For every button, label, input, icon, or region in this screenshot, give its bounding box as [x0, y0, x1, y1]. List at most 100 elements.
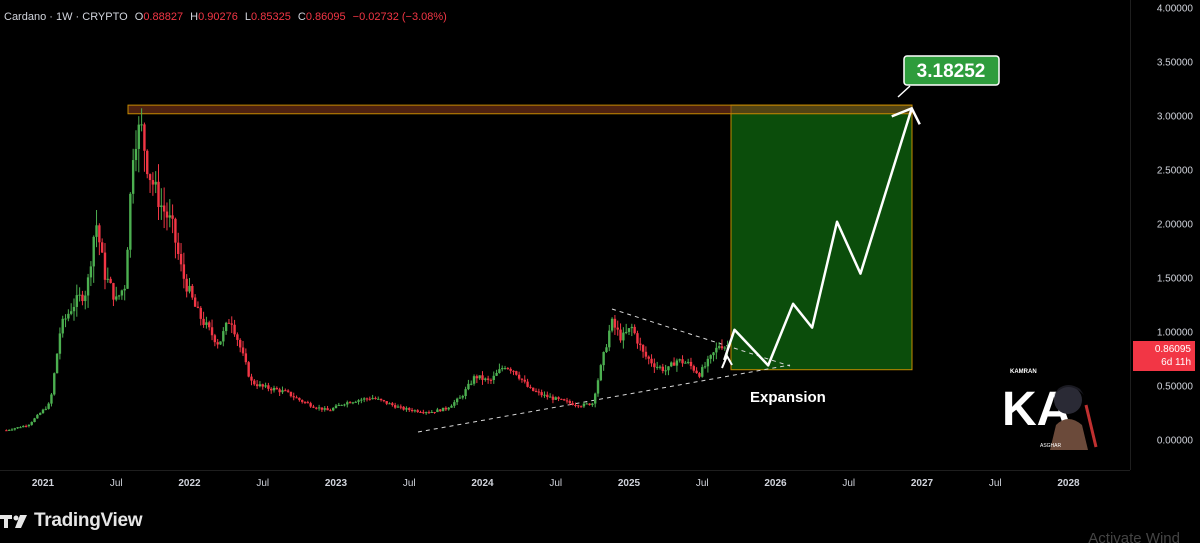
- candle-body: [75, 295, 79, 307]
- candle-body: [408, 408, 411, 410]
- last-price-tag: 0.86095 6d 11h: [1133, 341, 1195, 371]
- time-tick-label: 2025: [617, 478, 641, 489]
- candle-body: [112, 283, 115, 300]
- candle-body: [720, 346, 724, 349]
- candle-body: [419, 411, 422, 413]
- low-key: L: [244, 11, 252, 23]
- candle-body: [616, 327, 619, 330]
- candle-body: [227, 322, 231, 324]
- price-tick-label: 0.50000: [1156, 381, 1193, 393]
- candle-body: [441, 407, 445, 412]
- candle-body: [582, 403, 586, 407]
- candle-body: [131, 160, 135, 194]
- candle-body: [171, 215, 174, 219]
- candle-body: [701, 367, 704, 377]
- candle-body: [627, 328, 631, 332]
- symbol-name[interactable]: Cardano · 1W · CRYPTO: [4, 11, 128, 23]
- change-value: −0.02732 (−3.08%): [352, 11, 447, 23]
- candle-body: [529, 386, 532, 388]
- close-key: C: [297, 11, 306, 23]
- candle-body: [596, 380, 600, 394]
- candle-body: [303, 401, 307, 403]
- candle-body: [450, 405, 453, 408]
- candle-body: [444, 407, 448, 410]
- candle-body: [405, 408, 408, 410]
- candle-body: [208, 322, 211, 328]
- candle-body: [515, 371, 518, 375]
- price-axis[interactable]: 4.00000 3.50000 3.00000 2.50000 2.00000 1.500…: [1130, 0, 1200, 470]
- tradingview-brand: TradingView: [34, 510, 143, 531]
- candle-body: [334, 405, 338, 409]
- candle-body: [100, 242, 104, 253]
- price-chart[interactable]: 3.18252 Expansion: [0, 0, 1130, 470]
- candle-body: [247, 362, 250, 377]
- candle-body: [300, 400, 304, 402]
- time-tick-label: Jul: [988, 478, 1002, 489]
- time-tick-label: 2026: [764, 478, 787, 489]
- candle-body: [371, 397, 374, 400]
- time-tick-label: Jul: [842, 478, 856, 489]
- candle-body: [168, 215, 171, 218]
- candle-body: [348, 402, 352, 404]
- candle-body: [681, 359, 684, 364]
- candle-body: [222, 331, 225, 342]
- time-tick-label: 2028: [1057, 478, 1080, 489]
- candle-body: [64, 318, 67, 320]
- candle-body: [72, 306, 76, 312]
- price-tick-label: 1.50000: [1156, 273, 1193, 285]
- target-zone-box: [730, 104, 913, 371]
- candle-body: [548, 396, 552, 398]
- time-tick-label: Jul: [256, 478, 270, 489]
- candle-body: [196, 306, 200, 308]
- candle-body: [199, 307, 202, 319]
- candle-body: [661, 366, 665, 371]
- candle-body: [117, 295, 121, 297]
- candle-body: [329, 410, 332, 412]
- time-tick-label: 2027: [910, 478, 934, 489]
- candle-body: [723, 347, 726, 349]
- chart-area[interactable]: 3.18252 Expansion Cardano · 1W · CRYPTO O…: [0, 0, 1130, 470]
- activate-windows-watermark: Activate Wind: [1088, 530, 1180, 543]
- time-axis[interactable]: 2021 Jul 2022 Jul 2023 Jul 2024 Jul 2025 Jul 2026 J…: [0, 470, 1130, 497]
- candle-body: [306, 402, 310, 404]
- candle-body: [137, 124, 140, 149]
- resistance-zone: [127, 104, 913, 115]
- candle-body: [543, 394, 546, 396]
- candle-body: [644, 351, 648, 357]
- candle-body: [447, 407, 450, 410]
- candle-body: [255, 384, 259, 387]
- candle-body: [210, 327, 214, 336]
- candle-body: [470, 383, 473, 385]
- candle-body: [103, 252, 107, 280]
- candle-body: [675, 360, 679, 366]
- candle-body: [236, 334, 239, 340]
- candle-body: [498, 369, 501, 373]
- candle-body: [162, 205, 166, 212]
- candle-body: [44, 408, 48, 410]
- candle-body: [205, 322, 208, 325]
- candle-body: [424, 412, 428, 414]
- candle-body: [202, 318, 205, 325]
- candle-body: [38, 413, 42, 415]
- candle-body: [630, 326, 634, 329]
- projection-path: [723, 107, 913, 367]
- candle-body: [453, 402, 456, 406]
- candle-body: [267, 385, 270, 389]
- candle-body: [140, 124, 143, 126]
- candle-body: [602, 352, 605, 366]
- candle-body: [591, 403, 594, 406]
- candle-body: [382, 400, 386, 402]
- candle-body: [174, 218, 177, 243]
- price-tick-label: 0.00000: [1156, 435, 1193, 447]
- tradingview-logo[interactable]: TradingView: [0, 510, 143, 532]
- candle-body: [385, 401, 388, 404]
- candle-body: [619, 329, 622, 341]
- candle-body: [16, 427, 19, 429]
- candle-body: [565, 400, 569, 402]
- candle-body: [261, 384, 264, 387]
- candle-body: [58, 333, 62, 354]
- candle-body: [188, 285, 191, 292]
- support-trendline: [417, 364, 791, 433]
- candle-body: [230, 323, 233, 325]
- candle-body: [557, 397, 560, 399]
